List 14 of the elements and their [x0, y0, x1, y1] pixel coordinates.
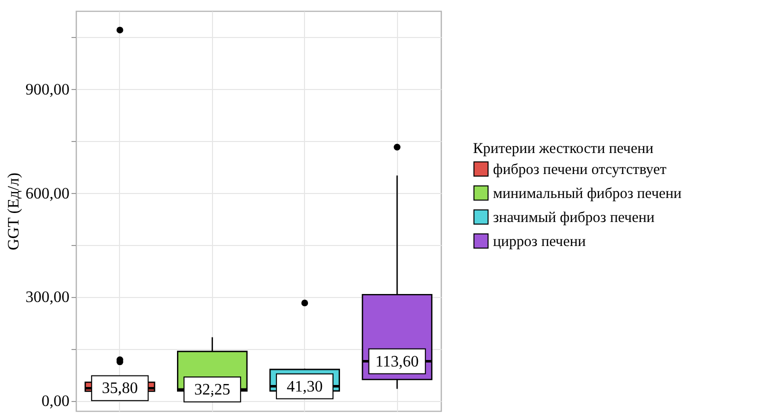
y-tick-label: 300,00	[26, 289, 70, 306]
legend-title: Критерии жесткости печени	[473, 141, 654, 157]
text: 41,30	[286, 378, 323, 396]
legend-label: цирроз печени	[493, 234, 586, 250]
text: 35,80	[102, 380, 138, 398]
y-tick-label: 600,00	[26, 185, 70, 202]
y-tick-label: 900,00	[26, 81, 70, 98]
text: 113,60	[375, 353, 419, 370]
y-axis-title: GGT (Ед/л)	[6, 172, 22, 250]
legend-label: минимальный фиброз печени	[493, 186, 682, 202]
legend-label: фиброз печени отсутствует	[493, 162, 667, 178]
text: 32,25	[194, 381, 230, 398]
legend-label: значимый фиброз печени	[493, 210, 655, 226]
y-tick-label: 0,00	[42, 393, 70, 410]
